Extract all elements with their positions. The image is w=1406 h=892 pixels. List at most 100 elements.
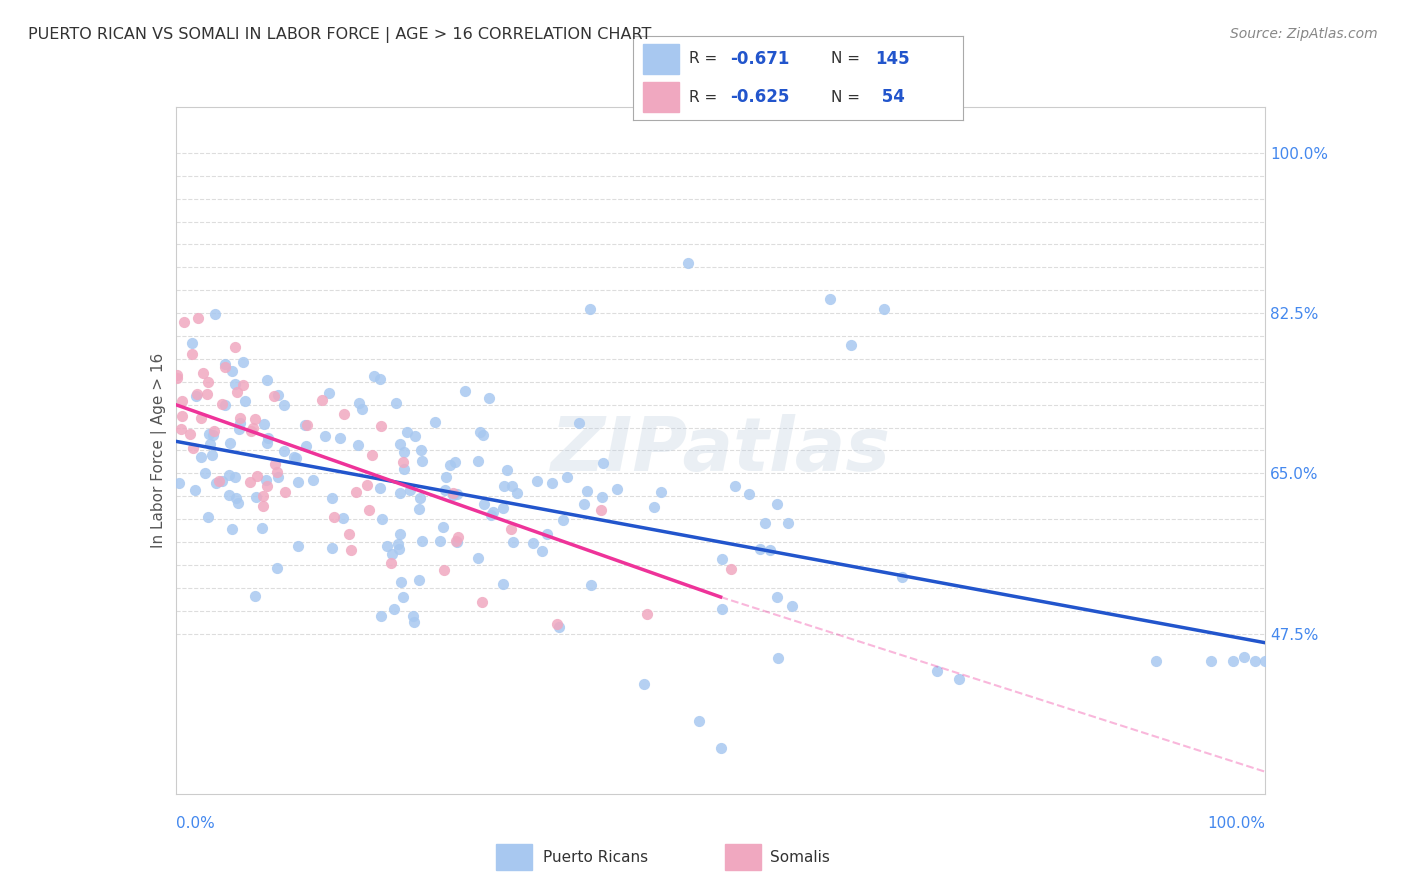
Point bbox=[555, 469, 578, 483]
Point bbox=[443, 455, 465, 469]
Point bbox=[201, 449, 224, 463]
Point bbox=[273, 485, 295, 500]
Point bbox=[446, 533, 468, 548]
Point bbox=[218, 467, 240, 482]
Point bbox=[256, 373, 278, 387]
Point bbox=[239, 475, 262, 490]
Point bbox=[381, 547, 404, 561]
Point bbox=[190, 450, 212, 464]
Point bbox=[1254, 654, 1277, 668]
Point bbox=[446, 535, 468, 549]
Point bbox=[395, 425, 418, 440]
Point bbox=[370, 419, 392, 434]
Point bbox=[368, 371, 391, 385]
Point bbox=[263, 388, 285, 402]
Point bbox=[776, 516, 799, 530]
Point bbox=[243, 589, 266, 603]
Point bbox=[394, 462, 416, 476]
Point bbox=[218, 435, 240, 450]
Point bbox=[370, 608, 392, 623]
Point bbox=[441, 488, 464, 502]
Text: N =: N = bbox=[831, 89, 860, 104]
Point bbox=[173, 315, 195, 329]
Point bbox=[492, 501, 515, 516]
Point bbox=[388, 527, 411, 541]
Point bbox=[375, 539, 398, 553]
Point bbox=[186, 310, 209, 325]
Point bbox=[606, 483, 628, 497]
Bar bbox=[725, 844, 762, 871]
Point bbox=[447, 530, 470, 544]
Point bbox=[273, 399, 295, 413]
Point bbox=[643, 500, 665, 514]
Point bbox=[350, 401, 373, 416]
Point bbox=[688, 714, 710, 728]
Point bbox=[472, 497, 495, 511]
Point bbox=[574, 497, 596, 511]
Point bbox=[650, 485, 672, 500]
Point bbox=[758, 543, 780, 558]
Point bbox=[221, 522, 243, 536]
Point bbox=[226, 384, 249, 399]
Point bbox=[530, 544, 553, 558]
Point bbox=[294, 439, 316, 453]
Point bbox=[221, 364, 243, 378]
Point bbox=[501, 522, 523, 536]
Point bbox=[170, 421, 193, 435]
Point bbox=[738, 486, 761, 500]
Point bbox=[229, 411, 252, 425]
Point bbox=[256, 479, 278, 493]
Point bbox=[232, 355, 254, 369]
Text: 0.0%: 0.0% bbox=[176, 816, 215, 831]
Point bbox=[337, 527, 360, 541]
Point bbox=[242, 421, 264, 435]
Point bbox=[202, 424, 225, 438]
Point bbox=[232, 377, 254, 392]
Text: Source: ZipAtlas.com: Source: ZipAtlas.com bbox=[1230, 27, 1378, 41]
Point bbox=[294, 417, 316, 432]
Point bbox=[233, 394, 256, 409]
Point bbox=[172, 409, 194, 423]
Point bbox=[591, 490, 613, 504]
Point bbox=[633, 677, 655, 691]
Point bbox=[360, 448, 382, 462]
Y-axis label: In Labor Force | Age > 16: In Labor Force | Age > 16 bbox=[152, 353, 167, 548]
Point bbox=[347, 396, 370, 410]
Point bbox=[191, 366, 214, 380]
Point bbox=[439, 458, 461, 472]
Point bbox=[434, 483, 457, 498]
Point bbox=[471, 595, 494, 609]
Point bbox=[429, 534, 451, 549]
Point bbox=[492, 478, 515, 492]
Point bbox=[398, 483, 420, 498]
Point bbox=[724, 479, 747, 493]
Point bbox=[579, 578, 602, 592]
Point bbox=[302, 473, 325, 487]
Point bbox=[468, 425, 491, 439]
Point bbox=[432, 520, 454, 534]
Point bbox=[710, 741, 733, 756]
Point bbox=[198, 427, 221, 442]
Text: PUERTO RICAN VS SOMALI IN LABOR FORCE | AGE > 16 CORRELATION CHART: PUERTO RICAN VS SOMALI IN LABOR FORCE | … bbox=[28, 27, 651, 43]
Point bbox=[780, 599, 803, 614]
Point bbox=[481, 508, 503, 522]
Point bbox=[211, 397, 233, 411]
Point bbox=[765, 497, 787, 511]
Point bbox=[388, 437, 411, 451]
Point bbox=[252, 520, 274, 534]
Point bbox=[754, 516, 776, 531]
Point bbox=[676, 256, 699, 270]
Point bbox=[927, 665, 949, 679]
Point bbox=[446, 487, 468, 501]
Point bbox=[229, 417, 252, 431]
Point bbox=[492, 577, 515, 591]
Point bbox=[432, 564, 454, 578]
Point bbox=[257, 431, 280, 445]
Point bbox=[392, 455, 415, 469]
Point bbox=[382, 601, 405, 615]
Point bbox=[321, 491, 343, 505]
Point bbox=[214, 357, 236, 371]
Point bbox=[589, 503, 612, 517]
Point bbox=[356, 477, 378, 491]
Point bbox=[194, 466, 217, 480]
